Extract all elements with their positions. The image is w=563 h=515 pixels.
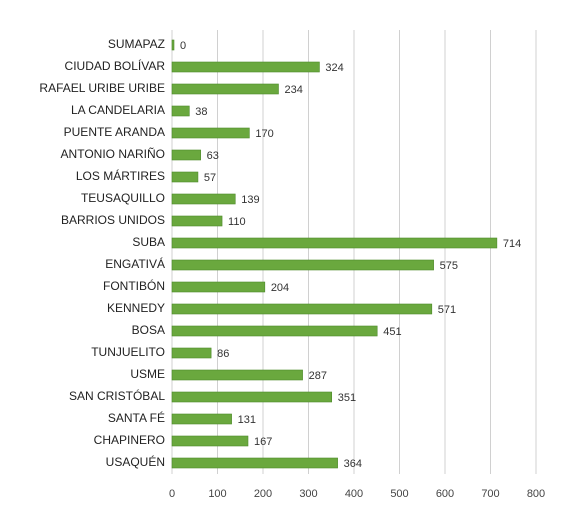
data-label: 714 xyxy=(503,238,521,250)
y-tick-label: CIUDAD BOLÍVAR xyxy=(65,58,166,73)
x-tick-label: 800 xyxy=(527,488,545,500)
data-label: 167 xyxy=(254,436,272,448)
x-tick-label: 600 xyxy=(436,488,454,500)
x-tick-label: 100 xyxy=(208,488,226,500)
y-tick-label: TEUSAQUILLO xyxy=(81,191,165,205)
bar xyxy=(171,325,378,337)
y-tick-label: SANTA FÉ xyxy=(108,410,165,425)
x-tick-label: 200 xyxy=(254,488,272,500)
y-tick-label: LA CANDELARIA xyxy=(71,103,165,117)
bar xyxy=(171,303,433,315)
bar xyxy=(171,83,279,95)
bar xyxy=(171,259,434,271)
bar xyxy=(171,237,498,249)
data-label: 63 xyxy=(207,150,219,162)
y-tick-label: ANTONIO NARIÑO xyxy=(61,147,165,161)
y-tick-label: FONTIBÓN xyxy=(103,278,165,293)
y-tick-label: BARRIOS UNIDOS xyxy=(61,213,165,227)
y-tick-label: TUNJUELITO xyxy=(91,345,165,359)
data-label: 364 xyxy=(344,458,362,470)
data-label: 86 xyxy=(217,348,229,360)
y-tick-label: BOSA xyxy=(132,323,165,337)
y-tick-label: CHAPINERO xyxy=(94,433,165,447)
y-tick-label: SUMAPAZ xyxy=(108,37,165,51)
bar xyxy=(171,39,175,51)
bar xyxy=(171,413,232,425)
bar xyxy=(171,127,250,139)
bar xyxy=(171,215,223,227)
data-label: 575 xyxy=(440,260,458,272)
bar xyxy=(171,171,199,183)
y-tick-label: PUENTE ARANDA xyxy=(64,125,165,139)
data-label: 351 xyxy=(338,392,356,404)
data-label: 38 xyxy=(195,106,207,118)
x-tick-label: 300 xyxy=(299,488,317,500)
y-tick-label: KENNEDY xyxy=(107,301,165,315)
data-label: 324 xyxy=(325,62,343,74)
x-tick-label: 500 xyxy=(390,488,408,500)
data-label: 287 xyxy=(309,370,327,382)
bar xyxy=(171,347,212,359)
y-tick-label: LOS MÁRTIRES xyxy=(76,168,165,183)
bar xyxy=(171,435,249,447)
y-tick-label: SAN CRISTÓBAL xyxy=(69,388,165,403)
bar xyxy=(171,61,320,73)
bar xyxy=(171,391,333,403)
data-label: 234 xyxy=(284,84,302,96)
bar xyxy=(171,281,266,293)
data-label: 139 xyxy=(241,194,259,206)
bar xyxy=(171,105,190,117)
y-tick-label: SUBA xyxy=(132,235,165,249)
data-label: 170 xyxy=(255,128,273,140)
data-label: 57 xyxy=(204,172,216,184)
y-tick-label: USAQUÉN xyxy=(106,454,165,469)
data-label: 131 xyxy=(238,414,256,426)
bar xyxy=(171,369,303,381)
data-label: 0 xyxy=(180,40,186,52)
data-label: 110 xyxy=(228,216,246,228)
x-tick-label: 400 xyxy=(345,488,363,500)
data-label: 204 xyxy=(271,282,289,294)
bar xyxy=(171,149,201,161)
data-label: 571 xyxy=(438,304,456,316)
data-label: 451 xyxy=(383,326,401,338)
bar xyxy=(171,457,338,469)
y-tick-label: USME xyxy=(130,367,165,381)
x-tick-label: 700 xyxy=(481,488,499,500)
x-tick-label: 0 xyxy=(169,488,175,500)
bar xyxy=(171,193,236,205)
y-tick-label: RAFAEL URIBE URIBE xyxy=(39,81,165,95)
y-tick-label: ENGATIVÁ xyxy=(105,256,165,271)
